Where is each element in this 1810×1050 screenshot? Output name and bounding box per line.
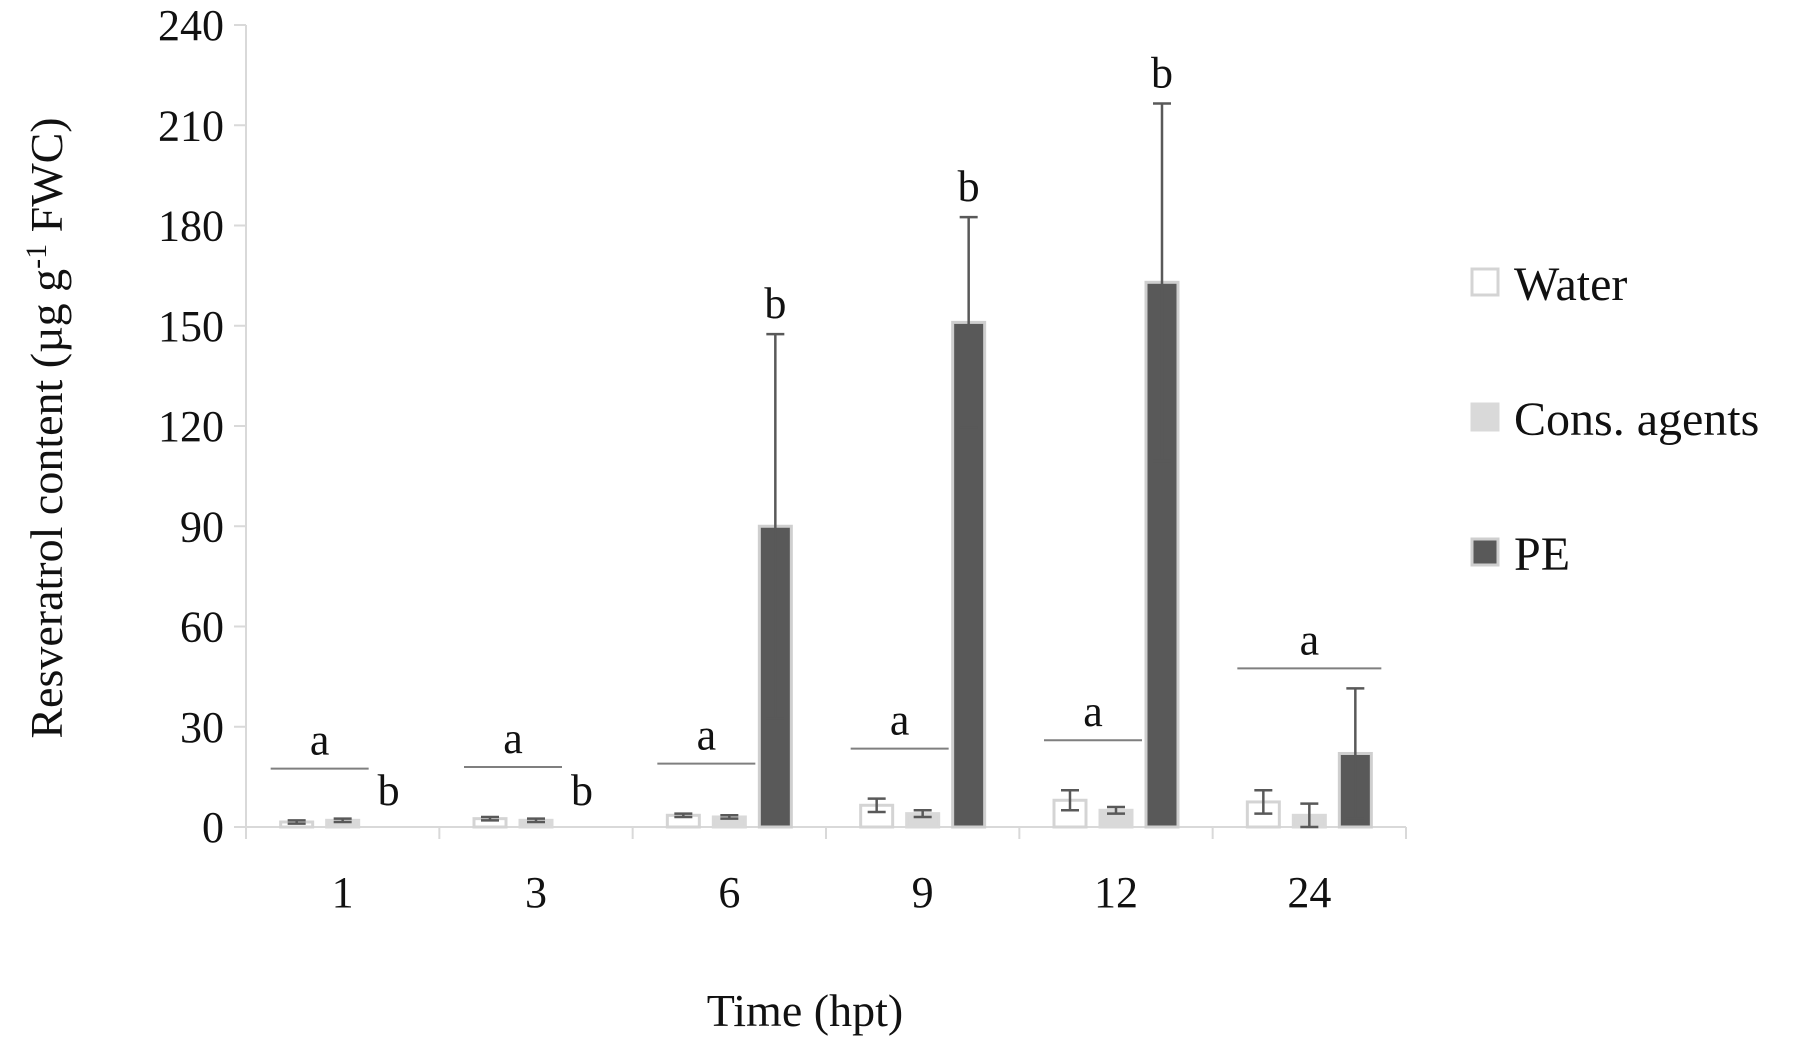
y-axis-title: Resveratrol content (µg g-1 FWC) [20, 117, 72, 738]
y-tick-label: 150 [158, 302, 224, 351]
significance-letter: a [1300, 615, 1320, 664]
x-tick-label: 12 [1094, 868, 1138, 917]
significance-letter-pe: b [378, 766, 400, 815]
x-tick-label: 1 [332, 868, 354, 917]
x-axis-title: Time (hpt) [707, 985, 903, 1036]
legend-swatch [1470, 267, 1500, 297]
legend-label: PE [1514, 528, 1570, 581]
significance-letter: a [697, 711, 717, 760]
y-tick-label: 0 [202, 803, 224, 852]
x-tick-label: 24 [1287, 868, 1331, 917]
significance-letter-pe: b [571, 766, 593, 815]
x-tick-label: 9 [912, 868, 934, 917]
significance-letter-pe: b [958, 162, 980, 211]
legend-swatch [1470, 537, 1500, 567]
significance-letter-pe: b [1151, 49, 1173, 98]
significance-letter: a [310, 716, 330, 765]
x-tick-label: 3 [525, 868, 547, 917]
significance-letter: a [890, 696, 910, 745]
legend-label: Water [1514, 258, 1627, 311]
significance-letter-pe: b [764, 279, 786, 328]
y-tick-label: 210 [158, 101, 224, 150]
legend-swatch [1470, 402, 1500, 432]
significance-letter: a [503, 714, 523, 763]
legend-label: Cons. agents [1514, 393, 1759, 446]
y-tick-label: 240 [158, 1, 224, 50]
y-tick-label: 120 [158, 402, 224, 451]
y-tick-label: 180 [158, 202, 224, 251]
y-tick-label: 30 [180, 703, 224, 752]
x-tick-label: 6 [718, 868, 740, 917]
y-tick-label: 90 [180, 502, 224, 551]
significance-letter: a [1083, 687, 1103, 736]
y-tick-label: 60 [180, 603, 224, 652]
